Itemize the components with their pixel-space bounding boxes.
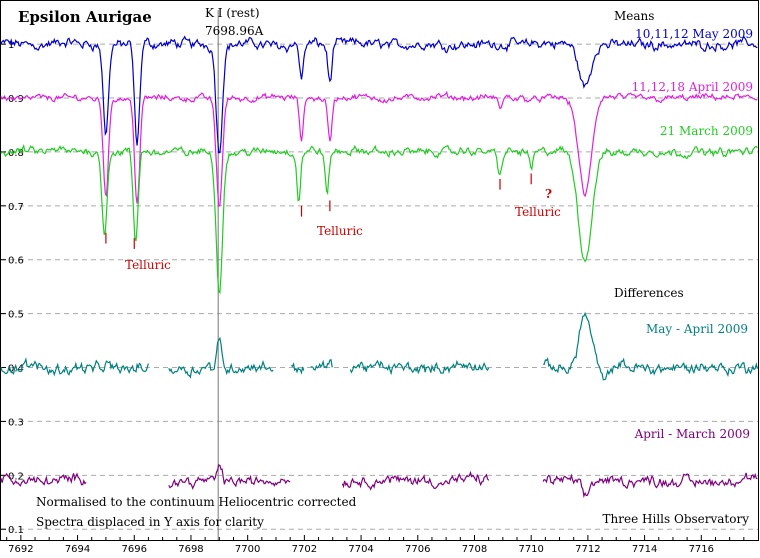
series-label-march: 21 March 2009 [660,124,753,138]
x-tick-label: 7702 [292,544,317,555]
x-tick-label: 7714 [632,544,657,555]
x-tick-label: 7698 [178,544,203,555]
observatory-credit: Three Hills Observatory [603,512,750,526]
chart-title: Epsilon Aurigae [18,8,152,26]
note-displaced: Spectra displaced in Y axis for clarity [36,515,264,529]
x-tick-label: 7708 [462,544,487,555]
series-label-may-april: May - April 2009 [646,322,748,336]
y-tick-label: 1 [8,40,14,51]
series-line-4 [341,470,490,491]
series-label-may: 10,11,12 May 2009 [635,27,753,41]
y-tick-label: 0.9 [8,94,24,105]
y-tick-label: 0.7 [8,202,24,213]
y-tick-label: 0.1 [8,525,24,536]
series-line-2 [0,144,758,295]
series-line-3 [543,311,758,381]
y-tick-label: 0.3 [8,417,24,428]
x-tick-label: 7700 [235,544,260,555]
reference-line-label: K I (rest) [205,6,260,20]
x-axis: 7692 7694 7696 7698 7700 7702 7704 7706 7708 7710… [6,535,745,555]
series-group [0,35,758,499]
telluric-markers [105,173,532,249]
y-tick-label: 0.2 [8,471,24,482]
series-line-4 [168,464,291,490]
series-line-3 [0,357,149,377]
series-line-3 [349,359,490,376]
x-tick-label: 7712 [575,544,600,555]
y-tick-label: 0.5 [8,310,24,321]
x-tick-label: 7704 [348,544,373,555]
note-normalised: Normalised to the continuum Heliocentric… [36,495,357,509]
series-line-3 [310,359,333,371]
means-heading: Means [614,9,654,23]
x-tick-label: 7694 [65,544,90,555]
series-line-1 [0,90,758,208]
uncertain-marker: ? [545,187,552,201]
y-tick-label: 0.6 [8,256,24,267]
x-tick-label: 7696 [122,544,147,555]
series-line-3 [168,336,274,379]
series-line-4 [542,472,758,499]
series-label-april-march: April - March 2009 [634,427,750,441]
series-line-4 [0,472,87,487]
plot-frame [0,0,759,541]
telluric-label-3: Telluric [515,205,561,219]
telluric-label-1: Telluric [125,258,171,272]
series-line-0 [0,35,758,154]
x-tick-label: 7716 [689,544,714,555]
x-tick-label: 7706 [405,544,430,555]
x-tick-label: 7710 [518,544,543,555]
reference-line-wavelength: 7698.96A [205,24,264,38]
x-tick-label: 7692 [8,544,33,555]
telluric-label-2: Telluric [317,224,363,238]
series-line-3 [290,362,305,375]
y-tick-label: 0.4 [8,364,24,375]
series-label-april: 11,12,18 April 2009 [632,80,753,94]
differences-heading: Differences [614,286,684,300]
